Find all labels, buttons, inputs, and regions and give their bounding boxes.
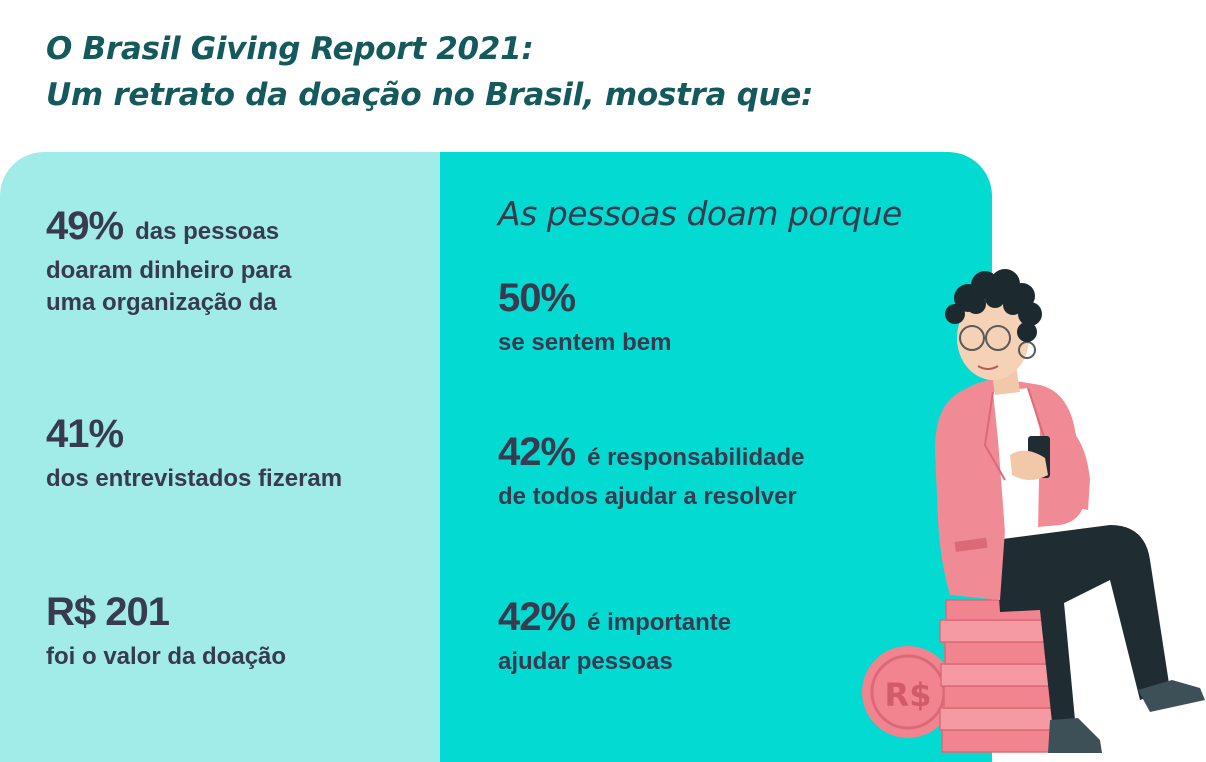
stat-text-line: ajudar pessoas	[498, 648, 673, 675]
stat-text-line: se sentem bem	[498, 329, 672, 356]
stat-value: 49%	[46, 204, 124, 248]
stat-donation-amount: R$ 201 foi o valor da doação	[46, 592, 286, 673]
coin-icon: R$	[862, 646, 954, 738]
reason-everyones-responsibility: 42% é responsabilidade de todos ajudar a …	[498, 432, 804, 513]
coin-stack-icon	[939, 599, 1059, 753]
left-stats-panel	[0, 152, 440, 762]
curly-hair-icon	[945, 269, 1042, 342]
page-title: O Brasil Giving Report 2021: Um retrato …	[46, 26, 813, 118]
stat-text-line: doaram dinheiro para	[46, 257, 292, 284]
stat-inline-text: é importante	[587, 609, 732, 636]
stat-text-line: dos entrevistados fizeram	[46, 465, 343, 492]
woman-on-coins-illustration: R$	[862, 269, 1205, 753]
head-icon	[957, 296, 1036, 380]
stat-49-percent-donated: 49% das pessoas doaram dinheiro para uma …	[46, 206, 291, 319]
reason-feel-good: 50% se sentem bem	[498, 278, 671, 359]
reason-important-to-help: 42% é importante ajudar pessoas	[498, 597, 731, 678]
phone-icon	[1010, 436, 1050, 480]
stat-41-percent-interviewed: 41% dos entrevistados fizeram	[46, 414, 342, 495]
stat-value: 41%	[46, 412, 124, 456]
title-line-2: Um retrato da doação no Brasil, mostra q…	[46, 77, 814, 113]
title-line-1: O Brasil Giving Report 2021:	[46, 31, 534, 67]
pants-icon	[995, 525, 1205, 753]
jacket-icon	[935, 379, 1090, 600]
stat-text-line: de todos ajudar a resolver	[498, 483, 797, 510]
coin-label: R$	[885, 676, 932, 714]
reasons-heading: As pessoas doam porque	[498, 194, 902, 233]
stat-inline-text: das pessoas	[135, 218, 280, 245]
stat-value: R$ 201	[46, 590, 170, 634]
stat-value: 42%	[498, 595, 576, 639]
stat-inline-text: é responsabilidade	[587, 444, 805, 471]
stat-value: 42%	[498, 430, 576, 474]
stat-text-line: foi o valor da doação	[46, 643, 287, 670]
stat-value: 50%	[498, 276, 576, 320]
stat-text-line: uma organização da	[46, 289, 277, 316]
